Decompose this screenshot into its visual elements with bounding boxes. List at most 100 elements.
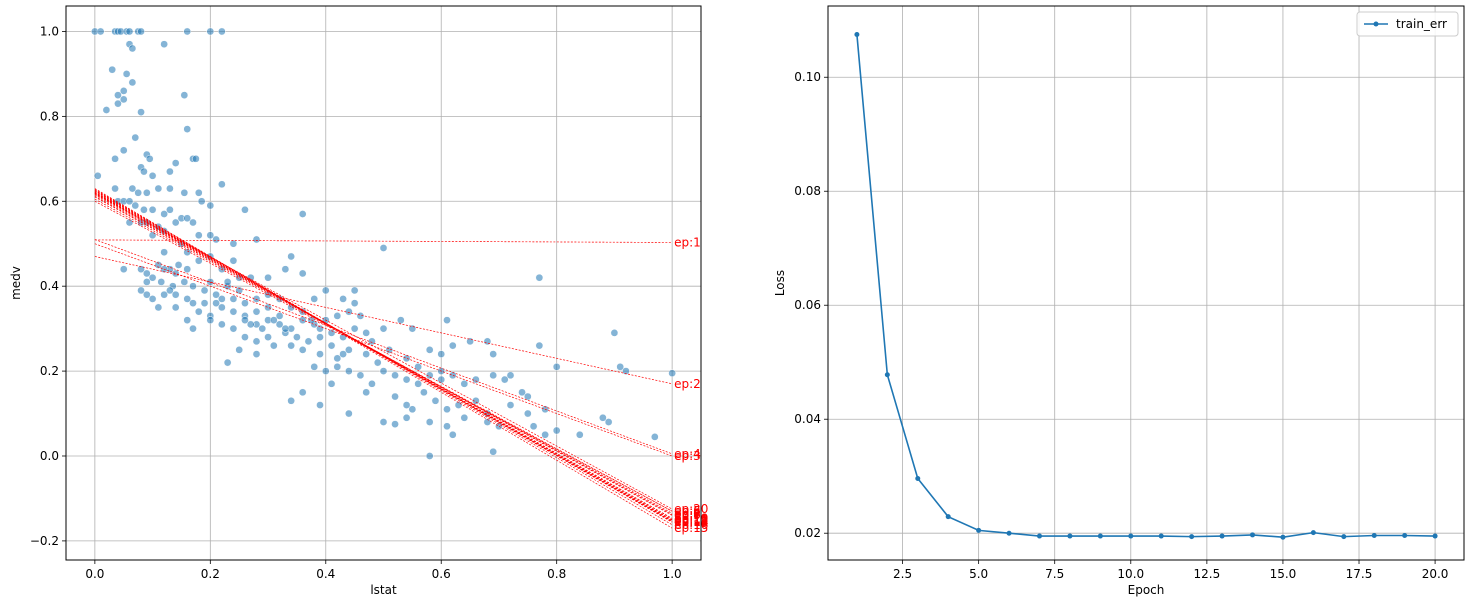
data-point bbox=[281, 324, 290, 333]
data-point bbox=[506, 401, 515, 409]
data-point bbox=[93, 171, 102, 180]
data-point bbox=[212, 235, 220, 244]
series-line bbox=[856, 34, 1436, 539]
data-point bbox=[160, 290, 168, 299]
fit-line bbox=[94, 239, 673, 243]
fit-line bbox=[94, 193, 673, 510]
data-point bbox=[206, 231, 215, 240]
data-point bbox=[264, 273, 272, 282]
x-tick-label: 5.0 bbox=[969, 567, 988, 581]
y-tick-label: −0.2 bbox=[30, 534, 59, 548]
data-point bbox=[212, 290, 220, 299]
data-point bbox=[321, 367, 330, 375]
x-tick-label: 20.0 bbox=[1422, 567, 1449, 581]
series-point bbox=[1402, 532, 1408, 538]
data-point bbox=[229, 256, 238, 265]
series-point bbox=[1036, 533, 1042, 539]
data-point bbox=[166, 205, 174, 214]
grid bbox=[828, 6, 1464, 560]
data-point bbox=[437, 350, 446, 358]
data-point bbox=[518, 388, 526, 397]
data-point bbox=[157, 278, 166, 286]
data-point bbox=[183, 248, 192, 257]
data-point bbox=[218, 180, 226, 189]
data-point bbox=[350, 286, 359, 295]
fit-line-label: ep:14 bbox=[674, 515, 708, 529]
data-point bbox=[148, 295, 157, 303]
data-point bbox=[316, 333, 324, 341]
data-point bbox=[241, 205, 249, 214]
data-point bbox=[500, 375, 509, 384]
data-point bbox=[541, 430, 549, 439]
data-point bbox=[316, 401, 324, 409]
data-point bbox=[298, 388, 307, 397]
data-point bbox=[183, 295, 192, 303]
data-point bbox=[460, 379, 469, 388]
data-point bbox=[460, 413, 469, 422]
data-point bbox=[252, 235, 261, 244]
data-point bbox=[137, 286, 145, 295]
data-point bbox=[379, 244, 388, 252]
data-point bbox=[345, 346, 353, 354]
data-point bbox=[310, 362, 319, 371]
fit-line-label: ep:16 bbox=[674, 518, 708, 532]
fit-line bbox=[94, 193, 673, 519]
data-point bbox=[252, 295, 261, 303]
data-point bbox=[379, 418, 388, 426]
data-point bbox=[535, 341, 544, 350]
y-ticks: 0.02 0.04 0.06 0.08 0.10 bbox=[794, 70, 828, 540]
data-point bbox=[472, 375, 480, 384]
data-point bbox=[125, 27, 134, 36]
data-point bbox=[321, 286, 330, 295]
data-point bbox=[102, 106, 111, 114]
fit-line-label: ep:7 bbox=[674, 506, 701, 520]
data-point bbox=[552, 426, 561, 435]
data-point bbox=[298, 346, 307, 354]
data-point bbox=[154, 261, 163, 269]
series-point bbox=[1067, 533, 1073, 539]
data-point bbox=[125, 197, 134, 206]
data-point bbox=[333, 354, 342, 363]
data-point bbox=[575, 430, 584, 439]
series-point bbox=[1128, 533, 1134, 539]
data-point bbox=[192, 154, 200, 163]
plot-frame bbox=[65, 5, 702, 561]
loss-chart: 2.5 5.0 7.5 10.0 12.5 15.0 17.5 20.0 0.020.040.… bbox=[773, 5, 1465, 597]
data-point bbox=[448, 430, 457, 439]
fit-line bbox=[94, 194, 673, 516]
series-point bbox=[1310, 530, 1316, 536]
data-point bbox=[142, 290, 151, 299]
data-point bbox=[425, 346, 434, 354]
y-tick-label: 0.06 bbox=[794, 298, 821, 312]
data-point bbox=[610, 329, 619, 337]
data-point bbox=[506, 371, 515, 380]
y-tick-label: 0.8 bbox=[40, 109, 59, 123]
data-point bbox=[241, 299, 249, 308]
legend-label: train_err bbox=[1396, 17, 1447, 31]
data-point bbox=[316, 324, 324, 333]
data-point bbox=[137, 27, 145, 36]
data-point bbox=[483, 418, 492, 426]
legend-marker bbox=[1373, 21, 1379, 27]
data-point bbox=[287, 341, 295, 350]
data-point bbox=[194, 188, 203, 197]
data-point bbox=[350, 299, 359, 308]
x-tick-label: 15.0 bbox=[1270, 567, 1297, 581]
fit-line-label: ep:20 bbox=[674, 502, 708, 516]
fit-line bbox=[94, 189, 673, 526]
data-point bbox=[183, 316, 192, 324]
data-point bbox=[448, 341, 457, 350]
fit-line-label: ep:19 bbox=[674, 511, 708, 525]
data-point bbox=[252, 337, 261, 346]
data-point bbox=[241, 316, 249, 324]
data-point bbox=[448, 371, 457, 380]
data-point bbox=[189, 299, 197, 308]
data-point bbox=[345, 409, 353, 418]
series-point bbox=[945, 514, 951, 520]
data-point bbox=[362, 329, 371, 337]
data-point bbox=[218, 303, 226, 312]
y-tick-label: 0.10 bbox=[794, 70, 821, 84]
data-point bbox=[194, 307, 203, 316]
data-point bbox=[166, 167, 174, 176]
data-point bbox=[391, 420, 399, 429]
